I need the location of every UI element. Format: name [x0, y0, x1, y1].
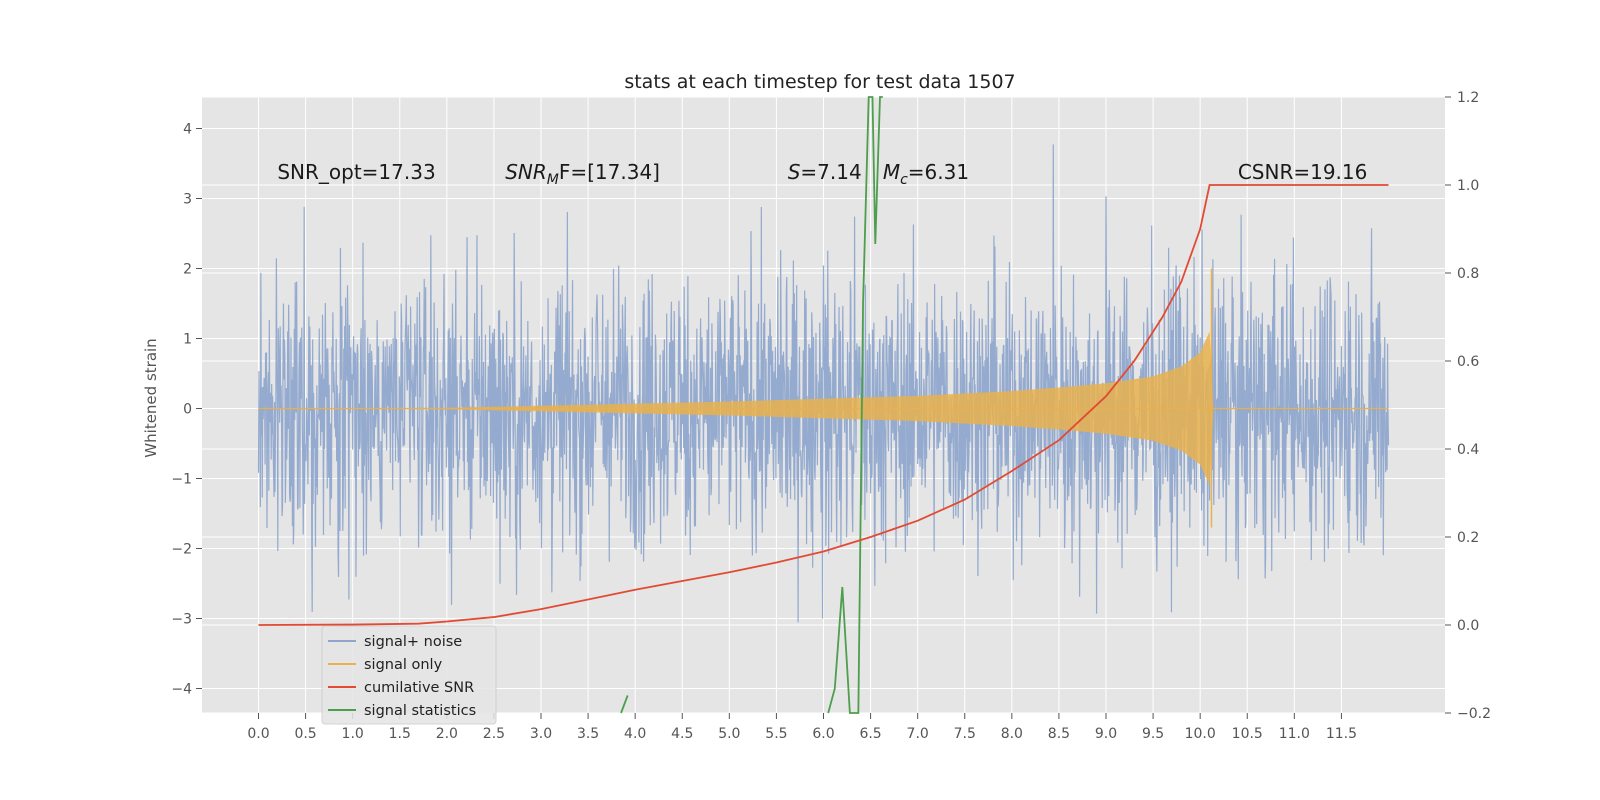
y-tick-label: 2 — [183, 262, 192, 278]
csnr-line — [258, 184, 1389, 626]
y-tick-label: 0 — [183, 402, 192, 418]
y-tick-label: 1 — [183, 332, 192, 348]
x-tick-label: 6.5 — [859, 726, 881, 742]
x-tick-label: 0.0 — [247, 726, 269, 742]
legend-entry: signal+ noise — [364, 634, 462, 650]
y2-tick-label: 0.6 — [1457, 354, 1479, 370]
y-tick-label: −2 — [171, 542, 192, 558]
y2-tick-label: 0.2 — [1457, 530, 1479, 546]
x-tick-label: 8.5 — [1048, 726, 1070, 742]
x-tick-label: 1.0 — [342, 726, 364, 742]
x-tick-label: 3.0 — [530, 726, 552, 742]
annotation-part: M — [883, 160, 900, 184]
x-tick-label: 5.5 — [765, 726, 787, 742]
noise-line — [257, 144, 1390, 623]
x-tick-label: 4.0 — [624, 726, 646, 742]
annotation-snr_mf: SNRMF=[17.34] — [505, 160, 660, 188]
x-tick-label: 11.5 — [1326, 726, 1357, 742]
x-tick-label: 9.5 — [1142, 726, 1164, 742]
stats-line-segment — [620, 695, 629, 714]
x-tick-label: 2.5 — [483, 726, 505, 742]
y-tick-label: −3 — [171, 612, 192, 628]
series-signal-noise — [257, 144, 1390, 623]
x-tick-label: 8.0 — [1001, 726, 1023, 742]
x-tick-label: 9.0 — [1095, 726, 1117, 742]
series-signal-statistics — [620, 96, 883, 714]
y-axis-left: 4 3 2 1 0 −1 −2 −3 −4 — [171, 122, 202, 698]
y2-tick-label: −0.2 — [1457, 706, 1491, 722]
y2-tick-label: 0.8 — [1457, 266, 1479, 282]
annotation-part: S — [788, 160, 801, 184]
y2-tick-label: 1.0 — [1457, 178, 1479, 194]
annotations: SNR_opt=17.33 SNRMF=[17.34] S=7.14 Mc=6.31 C… — [277, 160, 1367, 188]
annotation-part: =7.14 — [800, 160, 861, 184]
y-tick-label: −4 — [171, 682, 192, 698]
series-signal-only — [258, 268, 1389, 528]
y-axis-right: 1.2 1.0 0.8 0.6 0.4 0.2 0.0 −0.2 — [1445, 90, 1491, 722]
annotation-subscript: M — [547, 172, 559, 188]
x-tick-label: 4.5 — [671, 726, 693, 742]
x-tick-label: 10.5 — [1232, 726, 1263, 742]
series-cumulative-snr — [258, 184, 1389, 626]
x-tick-label: 7.0 — [907, 726, 929, 742]
y-tick-label: 4 — [183, 122, 192, 138]
annotation-part: F=[17.34] — [559, 160, 660, 184]
stats-line-segment — [827, 96, 883, 714]
legend-entry: cumilative SNR — [364, 680, 474, 696]
y2-tick-label: 0.4 — [1457, 442, 1479, 458]
y2-tick-label: 0.0 — [1457, 618, 1479, 634]
annotation-part: =6.31 — [908, 160, 969, 184]
y-tick-label: −1 — [171, 472, 192, 488]
annotation-csnr: CSNR=19.16 — [1238, 160, 1368, 184]
annotation-snr_opt: SNR_opt=17.33 — [277, 160, 435, 184]
x-tick-label: 2.0 — [436, 726, 458, 742]
legend-box — [321, 625, 497, 725]
x-tick-label: 7.5 — [954, 726, 976, 742]
x-tick-label: 5.0 — [718, 726, 740, 742]
y-axis-label: Whitened strain — [142, 338, 160, 457]
x-axis: 0.0 0.5 1.0 1.5 2.0 2.5 3.0 3.5 4.0 4.5 5.0 5.5 6.0 6… — [247, 713, 1357, 742]
x-tick-label: 0.5 — [294, 726, 316, 742]
legend-entry: signal statistics — [364, 703, 476, 719]
x-tick-label: 1.5 — [389, 726, 411, 742]
chart-title: stats at each timestep for test data 150… — [624, 71, 1015, 93]
annotation-s_val: S=7.14 — [788, 160, 862, 184]
x-tick-label: 3.5 — [577, 726, 599, 742]
annotation-part: SNR — [505, 160, 547, 184]
x-tick-label: 10.0 — [1185, 726, 1216, 742]
x-tick-label: 6.0 — [812, 726, 834, 742]
annotation-mc_val: Mc=6.31 — [883, 160, 969, 188]
y-tick-label: 3 — [183, 192, 192, 208]
y2-tick-label: 1.2 — [1457, 90, 1479, 106]
x-tick-label: 11.0 — [1279, 726, 1310, 742]
annotation-subscript: c — [900, 172, 908, 188]
legend: signal+ noise signal only cumilative SNR si… — [321, 625, 497, 725]
legend-entry: signal only — [364, 657, 443, 673]
